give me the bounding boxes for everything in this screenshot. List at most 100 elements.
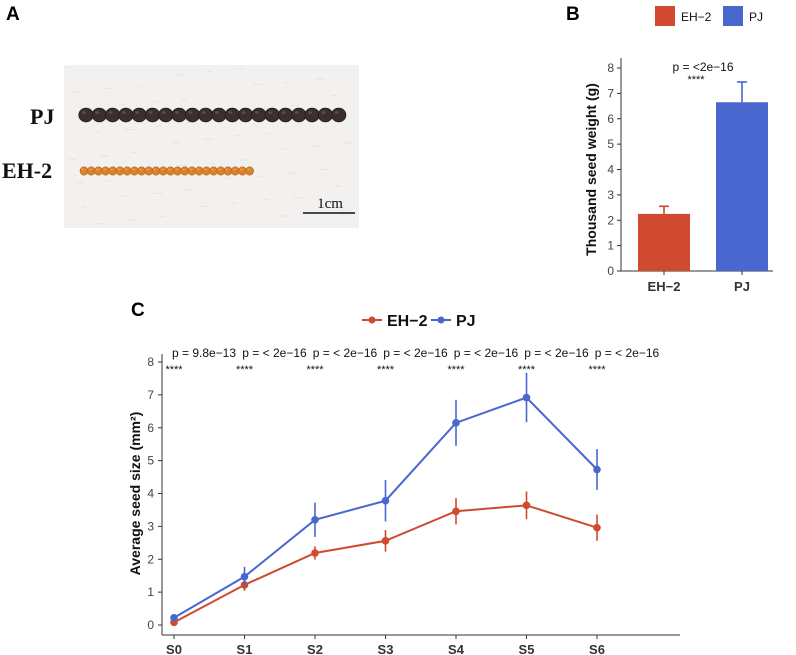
pj-seed	[317, 107, 333, 123]
x-tick-label-eh2: EH−2	[648, 279, 681, 294]
pj-seed-highlight	[82, 111, 86, 114]
data-point-pj	[170, 613, 178, 622]
panel-b-label: B	[566, 4, 580, 25]
x-tick-label: S4	[448, 642, 465, 655]
y-tick-label: 2	[147, 552, 154, 566]
paper-fiber	[289, 104, 300, 107]
eh2-seed	[137, 166, 146, 176]
pj-seed	[198, 107, 214, 123]
eh2-seed-highlight	[247, 168, 250, 171]
paper-fiber	[252, 83, 264, 86]
eh2-seed	[173, 166, 182, 176]
pj-seed	[331, 107, 347, 123]
paper-fiber	[261, 198, 271, 201]
eh2-seed-highlight	[189, 168, 193, 171]
significance-stars: ****	[306, 364, 324, 376]
eh2-seed	[151, 166, 161, 176]
x-tick-label: S0	[166, 642, 182, 655]
pj-seed-highlight	[121, 111, 126, 114]
eh2-seed	[158, 166, 168, 176]
bar-eh2	[638, 213, 690, 271]
eh2-seed-highlight	[225, 168, 229, 171]
y-tick-label: 6	[607, 112, 614, 126]
paper-fiber	[264, 132, 275, 135]
pj-seed-highlight	[294, 111, 299, 114]
data-point-pj	[593, 465, 601, 474]
p-value-annotation: p = < 2e−16	[524, 346, 589, 360]
eh2-seed	[202, 166, 211, 176]
row-label-pj: PJ	[30, 104, 54, 129]
data-point-eh2	[381, 537, 390, 545]
legend-key-pj	[723, 6, 743, 26]
pj-seed	[304, 107, 320, 123]
legend-key-eh2	[655, 6, 675, 26]
eh2-seed-highlight	[153, 168, 157, 171]
pj-seed	[131, 107, 147, 123]
pj-seed-highlight	[188, 111, 193, 114]
eh2-seed	[101, 166, 110, 176]
paper-fiber	[224, 177, 235, 180]
pj-seed	[78, 107, 94, 123]
significance-stars: ****	[377, 364, 395, 376]
pj-seed	[251, 107, 267, 123]
eh2-seed-highlight	[204, 168, 207, 171]
p-value-annotation: p = < 2e−16	[313, 346, 378, 360]
pj-seed-highlight	[268, 111, 273, 114]
paper-fiber	[158, 215, 167, 218]
eh2-seed-highlight	[211, 168, 214, 171]
data-point-eh2	[593, 523, 601, 532]
x-tick-label: S6	[589, 642, 605, 655]
significance-stars: ****	[687, 74, 705, 86]
paper-fiber	[208, 162, 217, 165]
eh2-seed-highlight	[240, 168, 243, 171]
eh2-seed-highlight	[125, 168, 128, 171]
eh2-seed	[216, 166, 226, 176]
paper-fiber	[149, 100, 160, 103]
panel-b-bar-chart: B EH−2 PJ 0 1 2 3 4 5 6 7 8 Thousand seed weight (g…	[566, 4, 773, 294]
y-tick-label: 7	[147, 388, 154, 402]
paper-fiber	[171, 141, 181, 144]
y-tick-label: 3	[607, 188, 614, 202]
paper-fiber	[65, 66, 73, 69]
legend-marker-pj	[437, 316, 445, 324]
paper-fiber	[180, 98, 188, 101]
pj-seed	[224, 107, 240, 123]
pj-seed-highlight	[308, 111, 313, 114]
paper-fiber	[317, 168, 329, 171]
pj-seed	[171, 107, 187, 123]
panel-c-line-chart: C EH−2 PJ 0 1 2 3 4 5 6 7 8 Average seed size (mm²)…	[127, 300, 680, 655]
paper-fiber	[93, 130, 102, 133]
y-tick-label: 5	[147, 454, 154, 468]
significance-stars: ****	[588, 364, 606, 376]
eh2-seed-row	[79, 166, 254, 176]
eh2-seed	[187, 166, 197, 176]
p-value-annotation: p = 9.8e−13	[172, 346, 236, 360]
legend-marker-eh2	[368, 316, 376, 324]
paper-fiber	[74, 181, 85, 184]
data-point-pj	[522, 393, 531, 402]
paper-fiber	[105, 179, 113, 182]
pj-seed-highlight	[228, 111, 233, 114]
eh2-seed	[180, 166, 190, 176]
eh2-seed-highlight	[139, 168, 142, 171]
pj-seed-highlight	[215, 111, 219, 114]
y-tick-label: 0	[147, 618, 154, 632]
paper-fiber	[233, 134, 242, 137]
seed-photo-background	[64, 65, 359, 228]
data-point-eh2	[522, 501, 531, 510]
pj-seed	[238, 107, 254, 123]
eh2-seed-highlight	[89, 168, 92, 171]
panel-a-label: A	[6, 4, 20, 25]
y-tick-label: 7	[607, 86, 614, 100]
eh2-seed-highlight	[182, 168, 185, 171]
eh2-seed	[223, 166, 233, 176]
pj-seed	[118, 107, 134, 123]
paper-fiber	[199, 205, 210, 208]
eh2-seed-highlight	[110, 168, 114, 171]
pj-seed	[144, 107, 161, 123]
legend-label-eh2: EH−2	[387, 313, 428, 330]
y-tick-label: 0	[607, 264, 614, 278]
pj-seed-highlight	[241, 111, 246, 114]
eh2-seed-highlight	[168, 168, 171, 171]
